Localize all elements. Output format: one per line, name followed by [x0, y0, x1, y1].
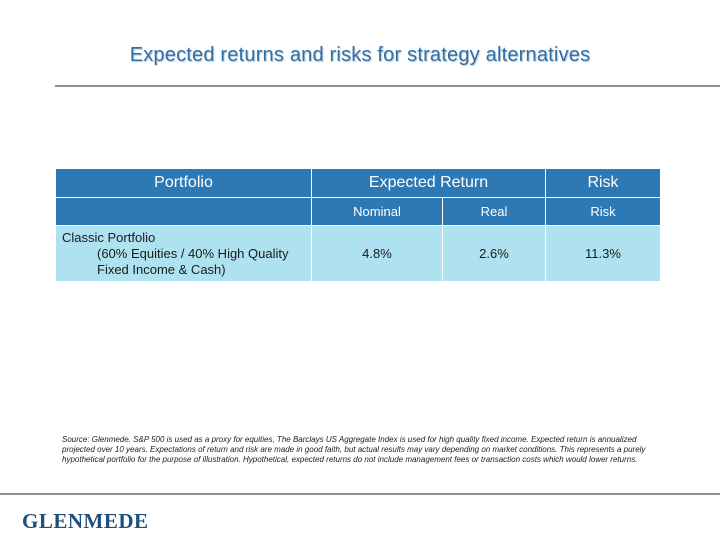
real-return-value: 2.6%	[442, 225, 546, 282]
nominal-return-value: 4.8%	[311, 225, 443, 282]
page-title: Expected returns and risks for strategy …	[129, 44, 591, 66]
header-portfolio: Portfolio	[55, 168, 312, 198]
header-expected-return: Expected Return	[311, 168, 546, 198]
returns-risk-table: Portfolio Expected Return Risk Nominal R…	[55, 168, 661, 282]
source-footnote: Source: Glenmede. S&P 500 is used as a p…	[62, 435, 646, 464]
title-divider	[55, 85, 720, 87]
portfolio-cell: Classic Portfolio (60% Equities / 40% Hi…	[55, 225, 312, 282]
header-risk: Risk	[545, 168, 661, 198]
subheader-nominal: Nominal	[311, 197, 443, 226]
portfolio-name: Classic Portfolio	[62, 229, 156, 245]
table-subheader-row: Nominal Real Risk	[55, 197, 661, 226]
subheader-risk: Risk	[545, 197, 661, 226]
portfolio-detail: (60% Equities / 40% High Quality Fixed I…	[97, 245, 289, 277]
table-header-row: Portfolio Expected Return Risk	[55, 168, 661, 198]
subheader-real: Real	[442, 197, 546, 226]
risk-value: 11.3%	[545, 225, 661, 282]
subheader-portfolio-blank	[55, 197, 312, 226]
glenmede-logo: GLENMEDE	[22, 509, 149, 533]
table-row: Classic Portfolio (60% Equities / 40% Hi…	[55, 225, 661, 282]
footer-divider	[0, 493, 720, 495]
